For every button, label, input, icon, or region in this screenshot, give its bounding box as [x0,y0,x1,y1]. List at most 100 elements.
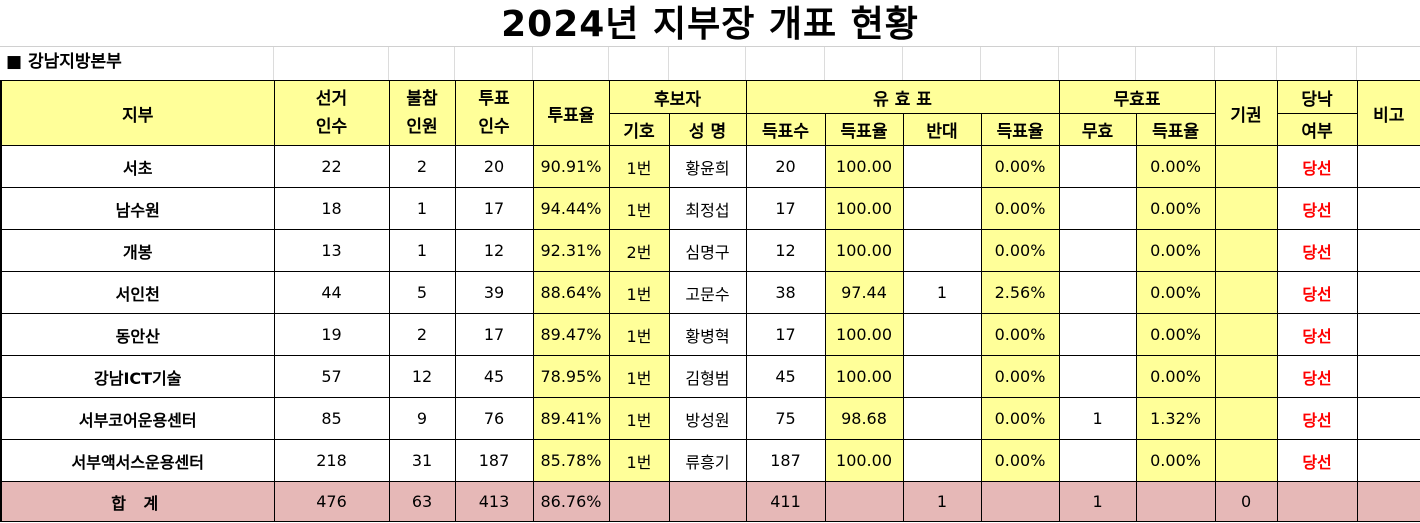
invalid-cell [1058,229,1137,272]
header-absent: 불참 인원 [388,80,456,146]
against-rate-cell: 0.00% [980,355,1060,398]
voted-cell: 20 [454,145,534,188]
against-cell [902,397,982,440]
abstain-cell [1214,313,1278,356]
header-eligible: 선거 인수 [273,80,390,146]
table-row: 남수원 18 1 17 94.44% 1번 최정섭 17 100.00 0.00… [0,187,1420,230]
eligible-cell: 57 [273,355,390,398]
voted-cell: 39 [454,271,534,314]
result-cell: 당선 [1276,397,1358,440]
table-row: 서인천 44 5 39 88.64% 1번 고문수 38 97.44 1 2.5… [0,271,1420,314]
abstain-cell [1214,187,1278,230]
eligible-cell: 13 [273,229,390,272]
against-cell: 1 [902,271,982,314]
voted-cell: 45 [454,355,534,398]
result-cell: 당선 [1276,313,1358,356]
rate-cell: 100.00 [824,187,904,230]
turnout-cell: 89.41% [532,397,610,440]
note-cell [1356,397,1420,440]
total-votes: 411 [745,481,826,522]
symbol-cell: 1번 [608,397,670,440]
symbol-cell: 1번 [608,145,670,188]
table-row: 동안산 19 2 17 89.47% 1번 황병혁 17 100.00 0.00… [0,313,1420,356]
header-invalid-count: 무효 [1058,113,1137,146]
against-cell [902,439,982,482]
gridline [1356,47,1357,80]
symbol-cell: 1번 [608,439,670,482]
votes-cell: 45 [745,355,826,398]
header-vote-rate: 득표율 [824,113,904,146]
rate-cell: 100.00 [824,313,904,356]
name-cell: 황병혁 [668,313,747,356]
eligible-cell: 218 [273,439,390,482]
note-cell [1356,313,1420,356]
total-symbol [608,481,670,522]
against-rate-cell: 0.00% [980,145,1060,188]
abstain-cell [1214,355,1278,398]
gridline [1058,47,1059,80]
page-title: 2024년 지부장 개표 현황 [501,4,919,45]
header-name: 성 명 [668,113,747,146]
total-row: 합 계 476 63 413 86.76% 411 1 1 0 [0,481,1420,522]
header-result-2: 여부 [1276,113,1358,146]
total-rate [824,481,904,522]
absent-cell: 2 [388,145,456,188]
gridline [824,47,825,80]
against-rate-cell: 0.00% [980,229,1060,272]
voted-cell: 17 [454,313,534,356]
rate-cell: 100.00 [824,439,904,482]
branch-cell: 강남ICT기술 [0,355,275,398]
gridline [1135,47,1136,80]
invalid-rate-cell: 0.00% [1135,229,1216,272]
total-abstain: 0 [1214,481,1278,522]
invalid-rate-cell: 0.00% [1135,271,1216,314]
invalid-rate-cell: 0.00% [1135,313,1216,356]
turnout-cell: 88.64% [532,271,610,314]
gridline [454,47,455,80]
invalid-cell [1058,187,1137,230]
total-name [668,481,747,522]
turnout-cell: 94.44% [532,187,610,230]
against-rate-cell: 0.00% [980,397,1060,440]
absent-cell: 5 [388,271,456,314]
result-cell: 당선 [1276,145,1358,188]
total-invalid-rate [1135,481,1216,522]
invalid-cell [1058,145,1137,188]
header-valid: 유 효 표 [745,80,1060,114]
invalid-rate-cell: 0.00% [1135,187,1216,230]
invalid-rate-cell: 0.00% [1135,145,1216,188]
result-cell: 당선 [1276,187,1358,230]
voted-cell: 17 [454,187,534,230]
invalid-rate-cell: 1.32% [1135,397,1216,440]
symbol-cell: 1번 [608,355,670,398]
voted-cell: 12 [454,229,534,272]
region-label: ■ 강남지방본부 [6,52,122,72]
gridline [532,47,533,80]
against-cell [902,145,982,188]
votes-cell: 17 [745,187,826,230]
invalid-cell [1058,313,1137,356]
vote-table: 지부 선거 인수 불참 인원 투표 인수 투표율 후보자 유 효 표 무효표 기권 당… [0,80,1420,522]
note-cell [1356,229,1420,272]
name-cell: 심명구 [668,229,747,272]
note-cell [1356,187,1420,230]
against-rate-cell: 0.00% [980,439,1060,482]
header-result-1: 당낙 [1276,80,1358,114]
total-note [1356,481,1420,522]
total-result [1276,481,1358,522]
absent-cell: 1 [388,229,456,272]
table-row: 강남ICT기술 57 12 45 78.95% 1번 김형범 45 100.00… [0,355,1420,398]
votes-cell: 187 [745,439,826,482]
name-cell: 최정섭 [668,187,747,230]
gridline [1214,47,1215,80]
branch-cell: 남수원 [0,187,275,230]
rate-cell: 100.00 [824,355,904,398]
name-cell: 황윤희 [668,145,747,188]
against-rate-cell: 2.56% [980,271,1060,314]
symbol-cell: 1번 [608,271,670,314]
table-row: 서초 22 2 20 90.91% 1번 황윤희 20 100.00 0.00%… [0,145,1420,188]
votes-cell: 12 [745,229,826,272]
name-cell: 김형범 [668,355,747,398]
abstain-cell [1214,397,1278,440]
turnout-cell: 85.78% [532,439,610,482]
